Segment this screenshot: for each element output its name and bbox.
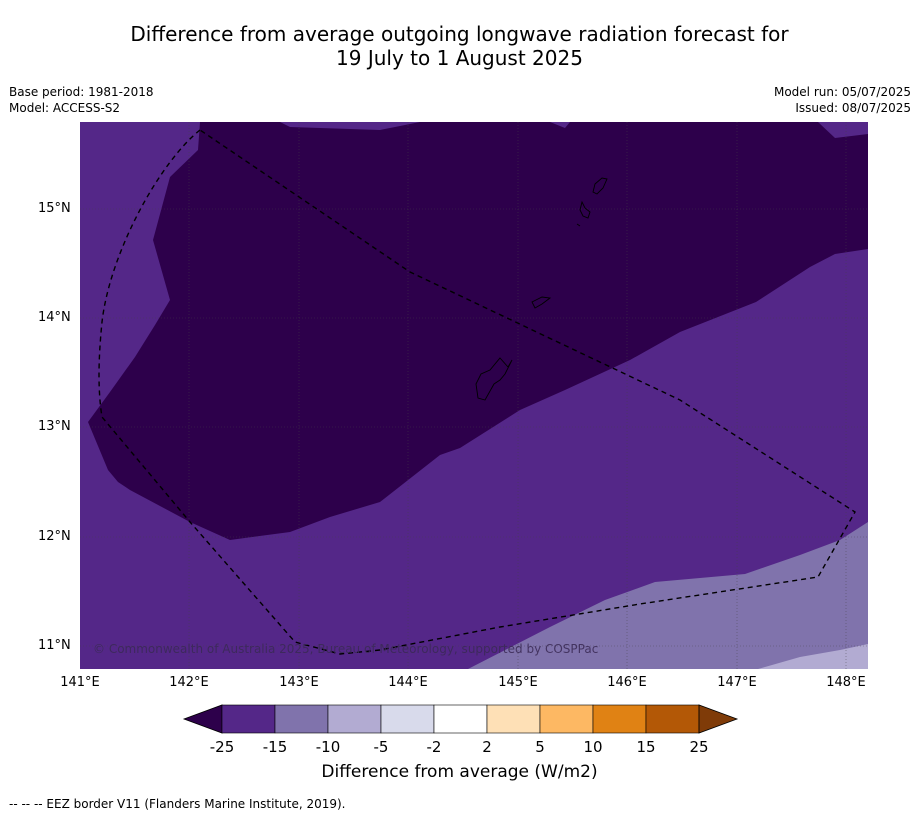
colorbar-segment <box>645 704 700 734</box>
region-very-weak-negative <box>758 644 868 669</box>
colorbar-segment <box>592 704 647 734</box>
lon-label-141e: 141°E <box>60 675 100 690</box>
map-area <box>80 122 868 669</box>
lon-label-145e: 145°E <box>498 675 538 690</box>
lon-label-142e: 142°E <box>169 675 209 690</box>
colorbar-tick-label: 10 <box>583 738 603 756</box>
island-tinian-saipan <box>579 177 608 219</box>
colorbar-under-arrow <box>182 704 223 734</box>
colorbar-tick-label: 2 <box>482 738 492 756</box>
eez-border-line <box>98 129 856 655</box>
title-line-2: 19 July to 1 August 2025 <box>336 46 583 70</box>
colorbar-title: Difference from average (W/m2) <box>321 762 598 782</box>
colorbar-tick-label: -10 <box>315 738 341 756</box>
colorbar-tick-label: 15 <box>636 738 656 756</box>
meta-left: Base period: 1981-2018 Model: ACCESS-S2 <box>9 84 154 116</box>
colorbar-tick-label: 25 <box>689 738 709 756</box>
lon-label-148e: 148°E <box>826 675 866 690</box>
colorbar <box>182 704 739 734</box>
lat-label-14n: 14°N <box>38 310 71 325</box>
model-run: Model run: 05/07/2025 <box>773 85 911 99</box>
islands <box>475 177 608 401</box>
eez-legend-note: -- -- -- EEZ border V11 (Flanders Marine… <box>9 797 346 811</box>
colorbar-segment <box>539 704 594 734</box>
colorbar-tick-label: -5 <box>373 738 389 756</box>
colorbar-tick-label: -2 <box>426 738 442 756</box>
island-aguijan <box>576 223 581 227</box>
colorbar-tick-label: -15 <box>262 738 288 756</box>
title-line-1: Difference from average outgoing longwav… <box>130 22 789 46</box>
colorbar-tick-label: -25 <box>209 738 235 756</box>
issued-date: Issued: 08/07/2025 <box>795 101 911 115</box>
colorbar-over-arrow <box>698 704 739 734</box>
chart-title: Difference from average outgoing longwav… <box>0 22 919 70</box>
region-strong-negative <box>88 122 868 540</box>
colorbar-segment <box>327 704 382 734</box>
lon-label-146e: 146°E <box>607 675 647 690</box>
colorbar-segment <box>433 704 488 734</box>
lat-label-15n: 15°N <box>38 201 71 216</box>
lat-label-13n: 13°N <box>38 419 71 434</box>
lon-label-144e: 144°E <box>388 675 428 690</box>
colorbar-segment <box>486 704 541 734</box>
colorbar-segment <box>380 704 435 734</box>
lat-label-11n: 11°N <box>38 638 71 653</box>
island-guam <box>475 357 513 401</box>
lat-label-12n: 12°N <box>38 529 71 544</box>
graticule <box>80 122 868 669</box>
meta-right: Model run: 05/07/2025 Issued: 08/07/2025 <box>774 84 911 116</box>
colorbar-segment <box>274 704 329 734</box>
region-weak-negative <box>468 522 868 669</box>
lon-label-147e: 147°E <box>717 675 757 690</box>
colorbar-tick-label: 5 <box>535 738 545 756</box>
model-name: Model: ACCESS-S2 <box>9 101 121 115</box>
copyright-notice: © Commonwealth of Australia 2025, Bureau… <box>93 642 599 656</box>
lon-label-143e: 143°E <box>279 675 319 690</box>
base-period: Base period: 1981-2018 <box>9 85 154 99</box>
island-rota <box>531 296 552 309</box>
colorbar-segment <box>221 704 276 734</box>
